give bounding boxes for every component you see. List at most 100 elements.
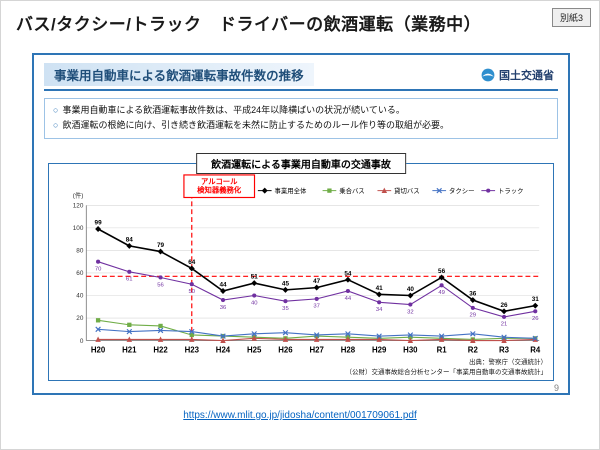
data-label: 50 [189, 289, 196, 295]
source-line-2: （公財）交通事故総合分析センター「事業用自動車の交通事故統計」 [345, 368, 548, 376]
x-tick-label: H30 [403, 345, 418, 354]
annotation-box [183, 173, 256, 198]
data-label: 40 [251, 300, 258, 306]
square-marker-icon [314, 333, 319, 338]
bullet-text: 事業用自動車による飲酒運転事故件数は、平成24年以降横ばいの状況が続いている。 [62, 105, 405, 115]
data-label: 56 [438, 268, 446, 275]
link-row: https://www.mlit.go.jp/jidosha/content/0… [1, 405, 599, 423]
x-tick-label: R4 [530, 345, 541, 354]
y-tick-label: 100 [73, 225, 84, 232]
data-label: 70 [95, 266, 102, 272]
triangle-marker-icon [157, 336, 164, 342]
data-label: 40 [407, 286, 415, 293]
data-label: 84 [126, 236, 134, 243]
square-marker-icon [189, 332, 194, 337]
triangle-marker-icon [376, 336, 382, 342]
bullet-marker: ○ [53, 105, 59, 115]
chart-source: 出典：警察庁（交通統計） （公財）交通事故総合分析センター「事業用自動車の交通事… [346, 358, 548, 378]
cross-marker-icon [220, 332, 226, 339]
source-link[interactable]: https://www.mlit.go.jp/jidosha/content/0… [183, 410, 417, 421]
cross-marker-icon [313, 331, 320, 338]
data-label: 47 [313, 278, 321, 285]
cross-marker-icon [436, 187, 442, 193]
cross-marker-icon [157, 327, 164, 333]
data-label: 44 [345, 295, 352, 301]
y-tick-label: 60 [76, 270, 84, 277]
triangle-marker-icon [95, 336, 101, 342]
legend-label: 貸切バス [394, 186, 419, 195]
circle-marker-icon [470, 305, 475, 310]
x-tick-label: R3 [499, 345, 510, 354]
line-chart: 0 20 40 60 80 100 120 (件) H20 H21 H22 H23 H24 H25 H26 H… [73, 173, 541, 354]
diamond-marker-icon [313, 284, 320, 291]
main-panel: 事業用自動車による飲酒運転事故件数の推移 国土交通省 ○ 事業用自動車による飲酒… [32, 53, 570, 395]
data-label: 32 [407, 309, 414, 315]
mlit-logo-text: 国土交通省 [499, 69, 554, 82]
diamond-marker-icon [188, 265, 195, 271]
triangle-marker-icon [282, 336, 289, 342]
data-label: 54 [344, 270, 352, 277]
cross-marker-icon [282, 329, 289, 336]
data-label: 31 [532, 296, 540, 303]
data-label: 37 [313, 303, 320, 309]
data-label: 26 [532, 316, 539, 322]
source-line-1: 出典：警察庁（交通統計） [469, 359, 547, 367]
square-marker-icon [127, 322, 132, 327]
data-label: 41 [376, 285, 384, 292]
triangle-marker-icon [126, 336, 133, 342]
diamond-marker-icon [251, 279, 258, 286]
cross-marker-icon [126, 328, 133, 334]
legend-label: 乗合バス [339, 186, 364, 195]
x-tick-label: H28 [341, 345, 356, 354]
triangle-marker-icon [189, 336, 195, 342]
diamond-marker-icon [261, 187, 268, 194]
cross-marker-icon [470, 330, 476, 337]
y-tick-label: 80 [76, 247, 84, 254]
circle-marker-icon [501, 314, 507, 319]
circle-marker-icon [377, 299, 382, 304]
diamond-marker-icon [95, 225, 102, 232]
circle-marker-icon [283, 298, 288, 303]
diamond-marker-icon [157, 248, 164, 255]
data-label: 34 [376, 307, 383, 313]
data-label: 35 [282, 306, 289, 312]
x-tick-label: H22 [153, 345, 168, 354]
x-tick-label: R1 [437, 345, 448, 354]
page-number: 9 [553, 383, 559, 393]
data-label: 79 [157, 242, 165, 249]
y-tick-label: 120 [73, 202, 84, 209]
bullet-marker: ○ [53, 120, 59, 131]
data-label: 26 [501, 301, 509, 308]
legend-label: トラック [498, 187, 523, 195]
data-label: 44 [219, 281, 227, 288]
y-axis-unit: (件) [73, 190, 84, 199]
diamond-marker-icon [220, 287, 226, 294]
data-label: 29 [470, 312, 477, 318]
circle-marker-icon [533, 308, 538, 313]
y-tick-label: 20 [76, 315, 84, 322]
mlit-logo: 国土交通省 [481, 67, 558, 83]
cross-marker-icon [532, 335, 539, 341]
panel-header: 事業用自動車による飲酒運転事故件数の推移 国土交通省 [44, 63, 558, 91]
data-label: 51 [251, 273, 259, 280]
triangle-marker-icon [251, 334, 257, 341]
x-tick-label: H24 [216, 345, 231, 354]
chart-title: 飲酒運転による事業用自動車の交通事故 [196, 152, 406, 174]
diamond-marker-icon [501, 307, 507, 314]
data-label: 61 [126, 276, 133, 282]
circle-marker-icon [96, 259, 101, 264]
diamond-marker-icon [282, 286, 289, 293]
data-label: 64 [188, 259, 196, 266]
circle-marker-icon [220, 297, 226, 302]
cross-marker-icon [501, 334, 507, 340]
x-tick-label: R2 [468, 345, 479, 354]
circle-marker-icon [252, 293, 257, 298]
x-tick-label: H29 [372, 345, 387, 354]
triangle-marker-icon [313, 336, 320, 342]
triangle-marker-icon [501, 337, 507, 343]
summary-box: ○ 事業用自動車による飲酒運転事故件数は、平成24年以降横ばいの状況が続いている… [44, 98, 558, 139]
annotation-label: アルコール [201, 176, 238, 185]
diamond-marker-icon [126, 242, 133, 249]
y-tick-label: 0 [80, 337, 84, 344]
